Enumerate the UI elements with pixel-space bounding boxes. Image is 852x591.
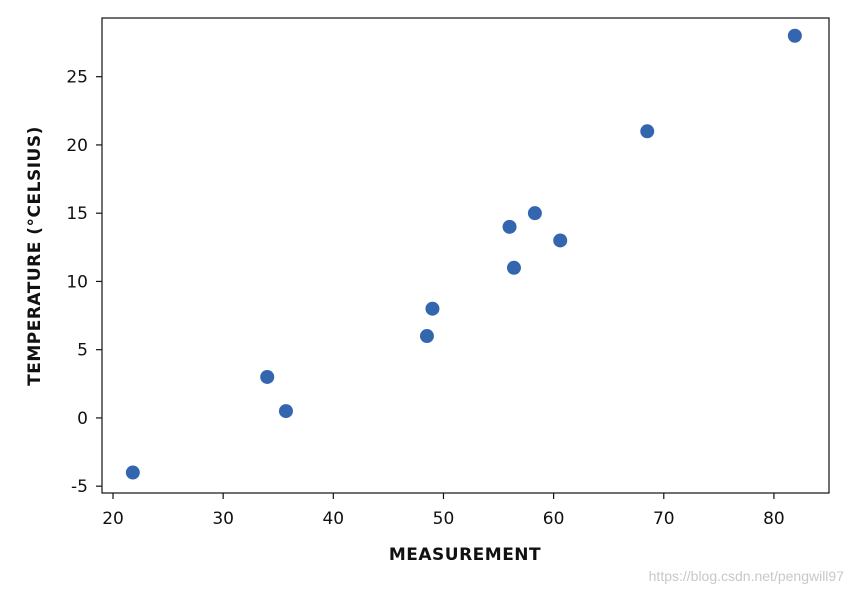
data-point: [553, 233, 568, 248]
watermark-text: https://blog.csdn.net/pengwill97: [648, 568, 844, 584]
data-point: [502, 219, 517, 234]
data-point: [260, 369, 275, 384]
data-point: [787, 28, 802, 43]
x-tick-label: 60: [543, 509, 565, 529]
y-tick-label: 15: [66, 204, 88, 224]
plot-area-frame: [101, 17, 830, 494]
y-tick-label: 20: [66, 136, 88, 156]
data-point: [419, 329, 434, 344]
y-tick-label: 5: [77, 341, 88, 361]
data-point: [527, 206, 542, 221]
data-point: [125, 465, 140, 480]
y-axis-label: TEMPERATURE (°CELSIUS): [25, 126, 45, 386]
x-tick-label: 70: [653, 509, 675, 529]
y-tick-label: 25: [66, 68, 88, 88]
axis-ticks: 20 30 40 50 60 70 80 -5 0 5 10 15 20 25: [66, 68, 784, 529]
data-point: [425, 301, 440, 316]
data-point: [278, 404, 293, 419]
y-tick-label: 0: [77, 409, 88, 429]
data-point: [506, 260, 521, 275]
x-tick-label: 20: [102, 509, 124, 529]
y-tick-label: -5: [71, 477, 88, 497]
data-point: [640, 124, 655, 139]
x-tick-label: 50: [433, 509, 455, 529]
data-points: [125, 28, 802, 480]
x-tick-label: 80: [763, 509, 785, 529]
y-tick-label: 10: [66, 272, 88, 292]
x-axis-label: MEASUREMENT: [389, 545, 541, 565]
x-tick-label: 40: [322, 509, 344, 529]
x-tick-label: 30: [212, 509, 234, 529]
